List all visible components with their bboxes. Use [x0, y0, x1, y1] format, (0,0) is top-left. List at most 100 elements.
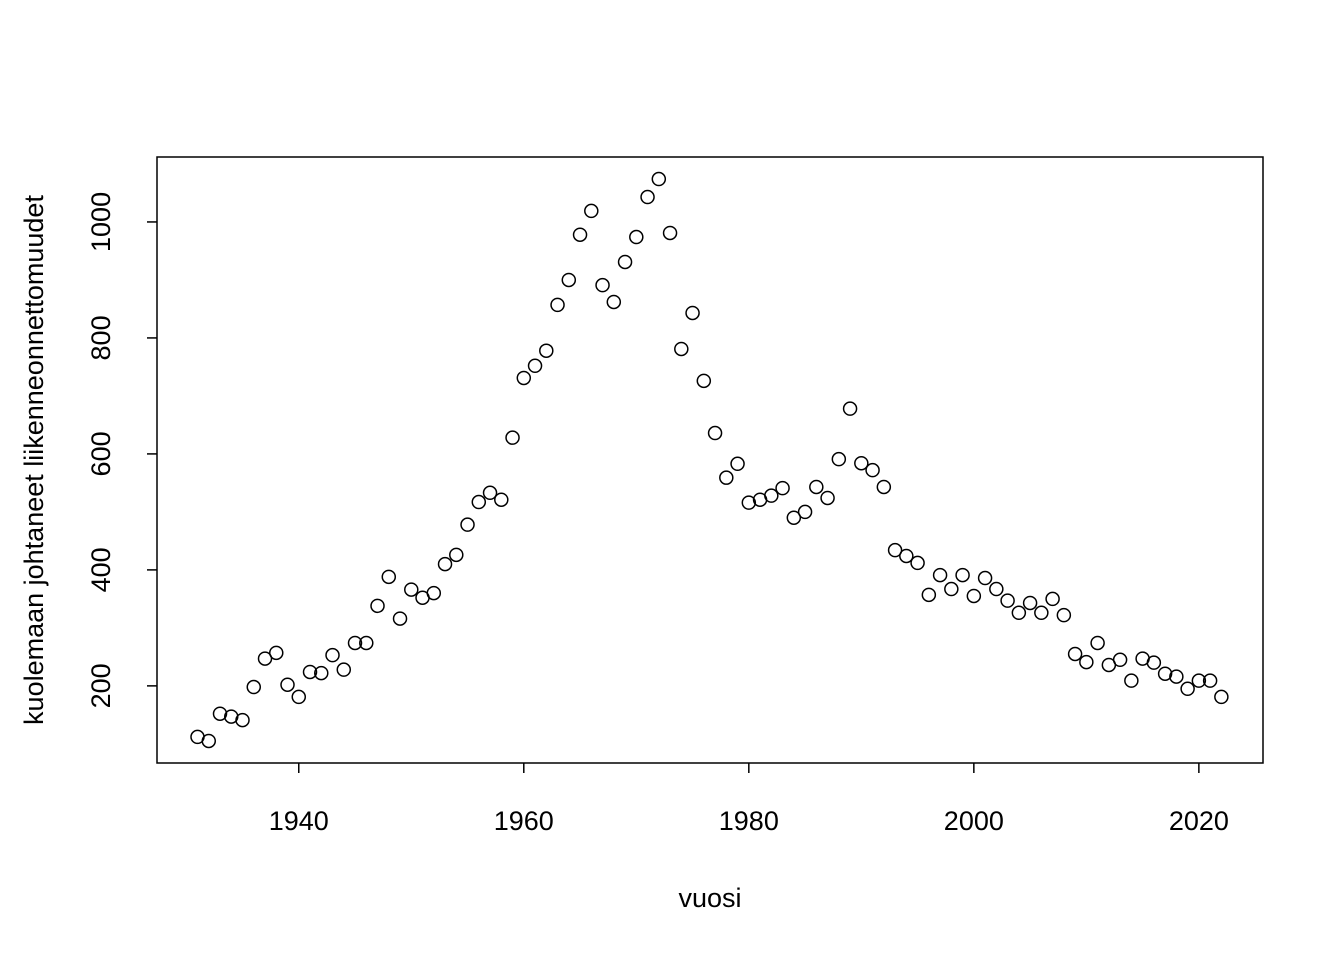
- point: [257, 651, 273, 666]
- point: [550, 297, 565, 313]
- point: [269, 645, 284, 661]
- point: [719, 470, 734, 485]
- point: [921, 587, 937, 603]
- point: [989, 581, 1004, 597]
- point: [966, 588, 982, 604]
- plot-box: [156, 156, 1264, 764]
- point: [1202, 673, 1218, 688]
- point: [381, 569, 397, 585]
- point: [842, 401, 858, 416]
- point: [539, 343, 554, 358]
- y-tick-label: 400: [86, 547, 116, 592]
- point: [606, 294, 622, 310]
- point: [674, 341, 689, 357]
- point: [1045, 591, 1060, 607]
- point: [831, 451, 847, 467]
- point: [1067, 646, 1083, 662]
- point: [617, 254, 633, 270]
- point: [505, 430, 520, 445]
- point: [1191, 673, 1207, 688]
- point: [1011, 605, 1027, 621]
- point: [1090, 635, 1105, 651]
- point: [595, 277, 610, 293]
- point: [494, 492, 509, 507]
- point: [955, 567, 970, 583]
- point: [809, 479, 824, 495]
- x-tick-label: 2020: [1169, 806, 1229, 836]
- point: [1146, 655, 1162, 670]
- point: [741, 495, 757, 510]
- point: [561, 272, 577, 288]
- point: [685, 305, 700, 321]
- point: [246, 679, 262, 695]
- point: [876, 479, 892, 495]
- point: [291, 689, 307, 705]
- point: [696, 373, 712, 389]
- point: [662, 225, 678, 241]
- point: [235, 712, 250, 728]
- point: [764, 488, 779, 503]
- point: [932, 567, 948, 583]
- point: [1000, 593, 1015, 608]
- point: [471, 494, 487, 510]
- point: [482, 485, 498, 501]
- point: [404, 582, 419, 597]
- y-tick-label: 800: [86, 315, 116, 360]
- x-tick-label: 1980: [719, 806, 779, 836]
- point: [370, 598, 385, 614]
- point: [1180, 681, 1195, 697]
- point: [1124, 673, 1139, 688]
- point: [336, 662, 352, 677]
- y-tick-label: 600: [86, 431, 116, 476]
- point: [730, 456, 745, 472]
- point: [359, 635, 374, 651]
- y-tick-label: 200: [86, 663, 116, 708]
- point: [1214, 689, 1229, 705]
- point: [944, 581, 959, 597]
- point: [1022, 595, 1038, 611]
- point: [437, 556, 453, 572]
- point: [1169, 669, 1184, 684]
- point: [887, 542, 903, 558]
- point: [516, 370, 532, 386]
- point: [584, 203, 599, 219]
- point: [899, 548, 914, 564]
- point: [302, 664, 318, 680]
- point: [572, 227, 588, 242]
- point: [797, 504, 813, 520]
- point: [1056, 607, 1072, 623]
- y-tick-label: 1000: [86, 192, 116, 252]
- point: [325, 647, 340, 663]
- point: [775, 480, 790, 496]
- point: [651, 171, 667, 187]
- x-axis-label: vuosi: [678, 883, 741, 913]
- point: [460, 517, 475, 532]
- x-tick-label: 1960: [494, 806, 554, 836]
- point: [212, 706, 228, 721]
- point: [280, 677, 295, 692]
- point: [629, 229, 644, 245]
- point: [201, 733, 217, 749]
- point: [449, 547, 464, 563]
- point: [347, 635, 363, 651]
- point: [786, 510, 802, 525]
- y-axis-label: kuolemaan johtaneet liikenneonnettomuude…: [19, 195, 49, 725]
- point: [977, 570, 993, 586]
- point: [392, 611, 408, 626]
- point: [1157, 666, 1173, 681]
- point: [426, 585, 442, 601]
- point: [707, 425, 723, 441]
- point: [527, 358, 543, 374]
- point: [820, 490, 835, 506]
- point: [1112, 652, 1128, 668]
- point: [910, 555, 925, 571]
- point: [314, 665, 329, 681]
- point: [1079, 654, 1094, 670]
- x-tick-label: 1940: [269, 806, 329, 836]
- point: [865, 462, 880, 478]
- point: [1034, 605, 1049, 621]
- point: [854, 455, 869, 471]
- point: [640, 189, 655, 205]
